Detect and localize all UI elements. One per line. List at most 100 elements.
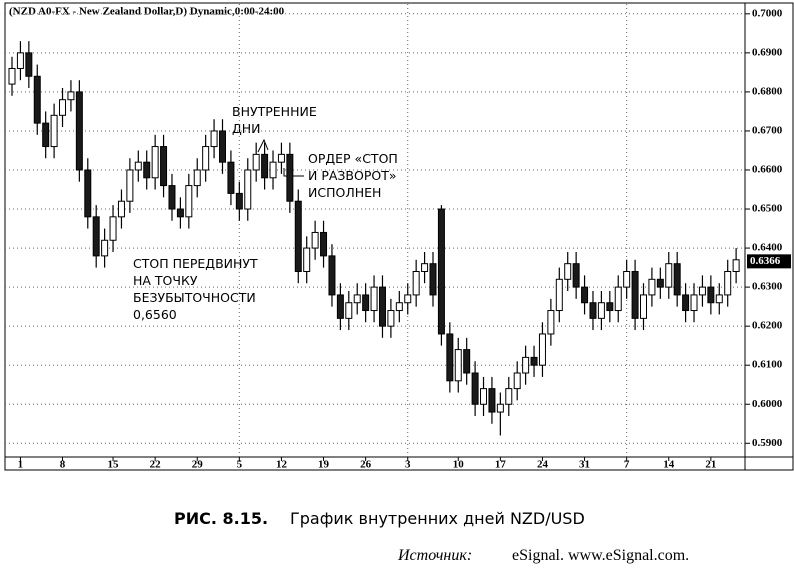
- candle-body: [412, 270, 420, 296]
- candle-body: [538, 333, 546, 366]
- annotation: ОРДЕР «СТОП: [308, 151, 398, 166]
- candle-body: [219, 130, 226, 163]
- x-tick-label: 19: [318, 459, 330, 471]
- x-tick-label: 7: [624, 459, 630, 471]
- candle-body: [690, 294, 698, 312]
- candle-body: [589, 302, 597, 319]
- x-tick-label: 5: [237, 459, 243, 471]
- candle-body: [564, 263, 572, 280]
- candle-body: [134, 161, 142, 171]
- candle-body: [488, 388, 496, 413]
- candle-body: [387, 310, 395, 327]
- x-tick-label: 12: [276, 459, 288, 471]
- x-tick-label: 29: [192, 459, 204, 471]
- candle-body: [227, 161, 235, 194]
- candle-body: [572, 263, 580, 288]
- candle-body: [555, 278, 563, 312]
- x-tick-label: 17: [495, 459, 507, 471]
- candle-body: [421, 263, 429, 272]
- candle-body: [513, 372, 521, 390]
- x-tick-label: 10: [453, 459, 465, 471]
- x-tick-label: 1: [18, 459, 24, 471]
- candle-body: [244, 169, 252, 210]
- candle-body: [597, 302, 605, 319]
- y-tick-label: 0.6100: [752, 359, 783, 371]
- candle-body: [698, 286, 706, 296]
- candle-body: [429, 263, 437, 296]
- candle-body: [362, 294, 370, 312]
- candle-body: [395, 302, 403, 312]
- candle-body: [404, 294, 412, 304]
- candle-body: [252, 153, 260, 171]
- y-tick-label: 0.6900: [752, 46, 783, 58]
- caption-text: График внутренних дней NZD/USD: [290, 509, 585, 528]
- caption-number: РИС. 8.15.: [174, 509, 268, 528]
- candle-body: [665, 263, 673, 288]
- last-price-box: [747, 254, 791, 269]
- candle-body: [176, 208, 184, 218]
- candle-body: [33, 75, 41, 124]
- pointer: [283, 168, 304, 177]
- candle-body: [151, 146, 159, 179]
- candle-body: [193, 169, 201, 187]
- x-tick-label: 3: [405, 459, 411, 471]
- annotation: 0,6560: [133, 307, 177, 322]
- candle-body: [210, 130, 218, 148]
- y-tick-label: 0.6700: [752, 124, 783, 136]
- candle-body: [117, 200, 125, 218]
- y-tick-label: 0.7000: [752, 7, 783, 19]
- y-tick-label: 0.5900: [752, 437, 783, 449]
- source-label: Источник:: [397, 547, 472, 564]
- candle-body: [277, 153, 285, 163]
- candle-body: [496, 403, 504, 413]
- annotation: ИСПОЛНЕН: [308, 185, 381, 200]
- x-tick-label: 22: [150, 459, 162, 471]
- x-tick-label: 8: [60, 459, 66, 471]
- annotation: И РАЗВОРОТ»: [308, 168, 397, 183]
- candle-body: [437, 208, 445, 335]
- candle-body: [126, 169, 134, 202]
- candle-body: [631, 270, 639, 319]
- candle-body: [471, 372, 479, 405]
- candle-body: [547, 310, 555, 335]
- candle-body: [16, 52, 24, 69]
- source-text: eSignal. www.eSignal.com.: [512, 547, 689, 564]
- candle-body: [84, 169, 92, 218]
- x-tick-label: 15: [108, 459, 120, 471]
- x-tick-label: 26: [360, 459, 372, 471]
- candle-body: [25, 52, 33, 77]
- candle-body: [303, 247, 311, 272]
- x-tick-label: 21: [705, 459, 716, 471]
- candle-body: [707, 286, 715, 304]
- candle-body: [75, 91, 83, 171]
- candle-body: [353, 294, 361, 304]
- candle-body: [143, 161, 151, 179]
- candle-body: [185, 185, 193, 218]
- candle-body: [168, 185, 176, 210]
- candle-body: [715, 294, 723, 304]
- annotation: ВНУТРЕННИЕ: [232, 104, 317, 119]
- annotations: ВНУТРЕННИЕ ДНИ ОРДЕР «СТОП И РАЗВОРОТ» ИСПОЛ…: [133, 104, 398, 322]
- candle-body: [640, 294, 647, 319]
- candle-body: [8, 67, 16, 85]
- candle-body: [202, 146, 210, 171]
- y-tick-label: 0.6400: [752, 242, 783, 254]
- candle-body: [370, 286, 378, 312]
- candle-body: [92, 216, 100, 257]
- candle-body: [581, 286, 589, 304]
- candle-body: [623, 270, 631, 288]
- x-tick-label: 14: [663, 459, 675, 471]
- y-tick-label: 0.6300: [752, 281, 783, 293]
- candle-body: [67, 91, 75, 101]
- y-tick-label: 0.6600: [752, 164, 783, 176]
- y-tick-label: 0.6200: [752, 320, 783, 332]
- candle-body: [320, 231, 328, 257]
- candle-body: [336, 294, 344, 319]
- x-tick-label: 24: [537, 459, 549, 471]
- last-price-label: 0.6366: [750, 255, 781, 267]
- candle-body: [606, 302, 614, 312]
- annotation: БЕЗУБЫТОЧНОСТИ: [133, 290, 256, 305]
- annotation: СТОП ПЕРЕДВИНУТ: [133, 256, 258, 271]
- candle-body: [522, 356, 530, 374]
